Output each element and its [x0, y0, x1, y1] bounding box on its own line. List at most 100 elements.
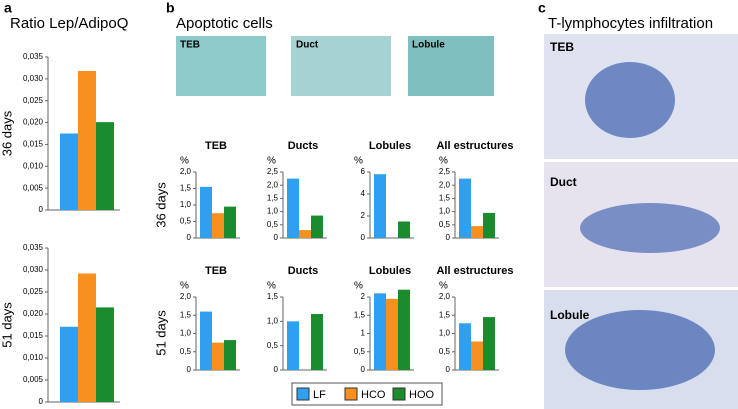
- unit-label: %: [180, 156, 189, 167]
- y-tick-label: 0,010: [23, 353, 44, 362]
- chart-title: TEB: [205, 140, 227, 152]
- y-tick-label: 0,020: [23, 309, 44, 318]
- y-tick-label: 0,5: [439, 220, 451, 229]
- bar: [78, 273, 96, 402]
- unit-label: %: [439, 156, 448, 167]
- y-tick-label: 4: [361, 189, 366, 198]
- y-tick-label: 1,0: [267, 316, 279, 325]
- y-tick-label: 0: [361, 233, 366, 242]
- legend-swatch: [296, 387, 310, 401]
- y-tick-label: 0,5: [180, 347, 192, 356]
- bar: [471, 226, 483, 238]
- panel-title: T-lymphocytes infiltration: [548, 15, 713, 32]
- y-tick-label: 1,5: [267, 194, 279, 203]
- chart-title: Ducts: [288, 140, 319, 152]
- y-tick-label: 0,5: [439, 347, 451, 356]
- bar: [398, 221, 410, 238]
- y-tick-label: 0: [187, 233, 192, 242]
- panel-letter: a: [4, 0, 12, 16]
- bar: [459, 323, 471, 370]
- y-tick-label: 1,5: [439, 310, 451, 319]
- bar: [200, 311, 212, 370]
- bar: [78, 70, 96, 210]
- y-tick-label: 0: [274, 233, 279, 242]
- bar: [311, 215, 323, 238]
- y-axis-label: 36 days: [0, 110, 14, 156]
- image-label: Lobule: [412, 40, 445, 51]
- unit-label: %: [267, 281, 276, 292]
- y-tick-label: 0: [446, 365, 451, 374]
- chart-title: All estructures: [436, 140, 513, 152]
- y-tick-label: 6: [361, 167, 366, 176]
- legend: [291, 382, 443, 406]
- y-tick-label: 1: [361, 329, 366, 338]
- y-tick-label: 0: [39, 397, 44, 406]
- y-tick-label: 0,025: [23, 96, 44, 105]
- chart-title: All estructures: [436, 265, 513, 277]
- y-tick-label: 2: [361, 292, 366, 301]
- bar: [224, 206, 236, 238]
- bar: [212, 342, 224, 370]
- tissue: [585, 62, 675, 138]
- bar: [200, 186, 212, 238]
- y-tick-label: 1,0: [439, 329, 451, 338]
- y-tick-label: 0,010: [23, 161, 44, 170]
- chart-title: TEB: [205, 265, 227, 277]
- bar: [287, 321, 299, 370]
- y-tick-label: 1,0: [180, 329, 192, 338]
- bar: [311, 314, 323, 370]
- bar: [212, 213, 224, 238]
- y-tick-label: 0,005: [23, 375, 44, 384]
- y-tick-label: 1,0: [267, 207, 279, 216]
- y-tick-label: 2,0: [439, 180, 451, 189]
- row-label: 51 days: [153, 310, 168, 356]
- y-tick-label: 2,0: [439, 292, 451, 301]
- y-tick-label: 1,5: [267, 292, 279, 301]
- bar: [374, 174, 386, 238]
- bar: [459, 178, 471, 238]
- bar: [287, 178, 299, 238]
- bar: [299, 230, 311, 238]
- bar: [483, 212, 495, 238]
- y-tick-label: 0,030: [23, 74, 44, 83]
- y-tick-label: 2,0: [180, 292, 192, 301]
- y-tick-label: 0,005: [23, 183, 44, 192]
- unit-label: %: [354, 281, 363, 292]
- y-tick-label: 0,5: [180, 217, 192, 226]
- y-tick-label: 0: [446, 233, 451, 242]
- bar: [224, 340, 236, 370]
- panel-title: Apoptotic cells: [176, 15, 273, 32]
- chart-title: Ducts: [288, 265, 319, 277]
- bar: [386, 298, 398, 370]
- legend-label: HOO: [409, 389, 435, 401]
- y-tick-label: 2,0: [267, 180, 279, 189]
- y-tick-label: 0,030: [23, 265, 44, 274]
- y-tick-label: 0,035: [23, 52, 44, 61]
- legend-label: HCO: [361, 389, 386, 401]
- chart-title: Lobules: [369, 140, 411, 152]
- y-tick-label: 2,5: [267, 167, 279, 176]
- image-label: TEB: [550, 40, 574, 54]
- tissue: [580, 203, 720, 253]
- image-label: Duct: [296, 40, 319, 51]
- legend-swatch: [392, 387, 406, 401]
- y-tick-label: 1,0: [180, 200, 192, 209]
- unit-label: %: [354, 156, 363, 167]
- y-tick-label: 0: [39, 205, 44, 214]
- tissue: [565, 310, 715, 390]
- bar: [60, 133, 78, 210]
- micrograph: [291, 36, 391, 96]
- y-tick-label: 0,5: [354, 347, 366, 356]
- bar: [96, 122, 114, 210]
- y-tick-label: 2: [361, 211, 366, 220]
- panel-title: Ratio Lep/AdipoQ: [10, 15, 128, 32]
- y-axis-label: 51 days: [0, 302, 14, 348]
- y-tick-label: 0,5: [267, 220, 279, 229]
- y-tick-label: 0,015: [23, 331, 44, 340]
- y-tick-label: 2,0: [180, 167, 192, 176]
- bar: [471, 341, 483, 370]
- y-tick-label: 0: [361, 365, 366, 374]
- panel-letter: b: [166, 0, 175, 16]
- image-label: TEB: [180, 40, 200, 51]
